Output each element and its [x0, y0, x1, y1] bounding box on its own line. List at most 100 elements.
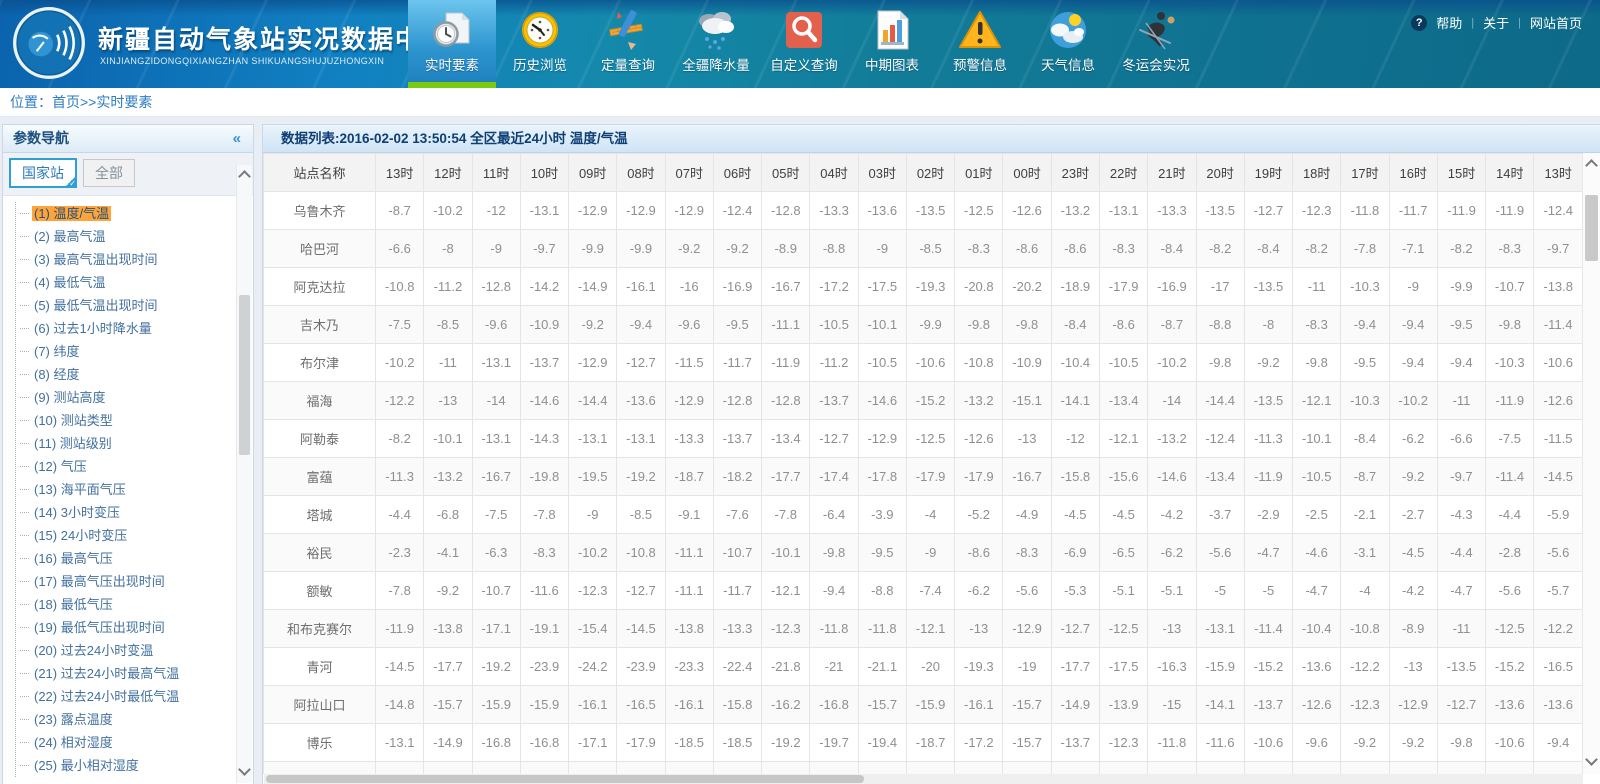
- sidebar-parameter-item[interactable]: (15) 24小时变压: [20, 524, 236, 547]
- temperature-cell: -10.1: [761, 533, 811, 572]
- temperature-cell: -8.6: [1098, 305, 1149, 344]
- column-header: 18时: [1292, 153, 1342, 192]
- scrollbar-thumb[interactable]: [239, 295, 250, 455]
- sidebar-parameter-item[interactable]: (20) 过去24小时变温: [20, 639, 236, 662]
- sidebar-parameter-item[interactable]: (7) 纬度: [20, 340, 236, 363]
- temperature-cell: -21.1: [857, 647, 907, 686]
- temperature-cell: -23.9: [616, 647, 666, 686]
- sidebar-parameter-item[interactable]: (11) 测站级别: [20, 432, 236, 455]
- sidebar-parameter-item[interactable]: (9) 测站高度: [20, 386, 236, 409]
- nav-item-history[interactable]: 历史浏览: [496, 0, 584, 88]
- nav-item-precipitation[interactable]: 全疆降水量: [672, 0, 760, 88]
- temperature-cell: -4.9: [1002, 495, 1052, 534]
- temperature-cell: -6.4: [809, 495, 859, 534]
- temperature-cell: -15.7: [1002, 723, 1052, 762]
- sidebar-parameter-item[interactable]: (22) 过去24小时最低气温: [20, 685, 236, 708]
- temperature-cell: -7.8: [761, 495, 811, 534]
- temperature-cell: -9.4: [1533, 723, 1583, 762]
- horizontal-scrollbar[interactable]: [264, 774, 1583, 784]
- scrollbar-thumb[interactable]: [266, 775, 864, 783]
- about-link[interactable]: 关于: [1483, 16, 1510, 31]
- temperature-cell: -8.1: [1243, 761, 1294, 774]
- tab-label: 全部: [95, 165, 123, 181]
- temperature-cell: -10.6: [905, 343, 956, 382]
- nav-label: 中期图表: [865, 58, 919, 73]
- sidebar-parameter-item[interactable]: (17) 最高气压出现时间: [20, 570, 236, 593]
- temperature-cell: -7.1: [1388, 229, 1438, 268]
- nav-label: 冬运会实况: [1122, 58, 1190, 73]
- sidebar-parameter-item[interactable]: (19) 最低气压出现时间: [20, 616, 236, 639]
- tab-label: 国家站: [22, 165, 64, 181]
- sidebar-parameter-item[interactable]: (13) 海平面气压: [20, 478, 236, 501]
- temperature-cell: -12.7: [1436, 685, 1487, 724]
- scrollbar-thumb[interactable]: [1585, 195, 1598, 261]
- scroll-down-icon[interactable]: [1585, 753, 1598, 766]
- tab-all-stations[interactable]: 全部: [83, 159, 135, 187]
- temperature-cell: -8.2: [1147, 761, 1197, 774]
- sidebar-parameter-item[interactable]: (21) 过去24小时最高气温: [20, 662, 236, 685]
- sidebar-parameter-item[interactable]: (18) 最低气压: [20, 593, 236, 616]
- table-row: 布尔津 -10.2 -11 -13.1 -13.7 -12.9 -12.7 -11.5 -11.…: [263, 343, 1583, 382]
- sidebar-parameter-item[interactable]: (4) 最低气温: [20, 271, 236, 294]
- collapse-sidebar-icon[interactable]: «: [232, 130, 241, 147]
- sidebar-parameter-item[interactable]: (24) 相对湿度: [20, 731, 236, 754]
- station-name-cell: 布尔津: [263, 343, 376, 382]
- temperature-cell: -18.5: [712, 723, 763, 762]
- station-name-cell: 和布克赛尔: [263, 609, 376, 648]
- nav-item-realtime[interactable]: 实时要素: [408, 0, 496, 88]
- sidebar-parameter-item[interactable]: (12) 气压: [20, 455, 236, 478]
- temperature-cell: -14.8: [374, 685, 425, 724]
- nav-item-midterm-charts[interactable]: 中期图表: [848, 0, 936, 88]
- vertical-scrollbar[interactable]: [1582, 153, 1600, 774]
- sidebar-parameter-item[interactable]: (10) 测站类型: [20, 409, 236, 432]
- sidebar-scrollbar[interactable]: [236, 165, 252, 783]
- temperature-cell: -10.1: [423, 419, 473, 458]
- temperature-cell: -11.9: [1485, 381, 1535, 420]
- nav-item-winter-games[interactable]: 冬运会实况: [1112, 0, 1200, 88]
- scroll-up-icon[interactable]: [238, 170, 251, 183]
- temperature-cell: -18.9: [1050, 267, 1100, 306]
- temperature-cell: -8.8: [809, 229, 859, 268]
- temperature-cell: -12.5: [1098, 609, 1149, 648]
- nav-item-warning-info[interactable]: 预警信息: [936, 0, 1024, 88]
- temperature-cell: -5.1: [1147, 571, 1197, 610]
- temperature-cell: -9.8: [1485, 305, 1535, 344]
- column-header: 09时: [568, 153, 618, 192]
- nav-item-weather-info[interactable]: 天气信息: [1024, 0, 1112, 88]
- help-link[interactable]: 帮助: [1436, 16, 1463, 31]
- scroll-down-icon[interactable]: [238, 763, 251, 776]
- sidebar-parameter-item[interactable]: (14) 3小时变压: [20, 501, 236, 524]
- sidebar-parameter-item[interactable]: (1) 温度/气温: [20, 202, 236, 225]
- checkmark-icon: ✓: [64, 175, 77, 188]
- sidebar-parameter-item[interactable]: (16) 最高气压: [20, 547, 236, 570]
- sidebar-parameter-item[interactable]: (23) 露点温度: [20, 708, 236, 731]
- help-icon[interactable]: ?: [1411, 14, 1428, 31]
- temperature-cell: -12.7: [616, 343, 666, 382]
- temperature-cell: -16.7: [1002, 457, 1052, 496]
- tab-national-stations[interactable]: 国家站 ✓: [9, 158, 77, 188]
- sidebar-parameter-item[interactable]: (25) 最小相对湿度: [20, 754, 236, 777]
- temperature-cell: -8.7: [1340, 457, 1390, 496]
- temperature-cell: -19: [1002, 647, 1052, 686]
- sidebar-parameter-item[interactable]: (3) 最高气温出现时间: [20, 248, 236, 271]
- home-link[interactable]: 网站首页: [1529, 16, 1582, 31]
- temperature-cell: -11.1: [664, 571, 714, 610]
- temperature-cell: -9.6: [1292, 723, 1342, 762]
- temperature-cell: -5.6: [1533, 533, 1583, 572]
- station-name-cell: 福海: [263, 381, 376, 420]
- temperature-cell: -12.4: [1195, 419, 1245, 458]
- sidebar-parameter-item[interactable]: (5) 最低气温出现时间: [20, 294, 236, 317]
- sidebar-parameter-item[interactable]: (8) 经度: [20, 363, 236, 386]
- nav-item-custom-query[interactable]: 自定义查询: [760, 0, 848, 88]
- nav-item-quantitative-query[interactable]: 定量查询: [584, 0, 672, 88]
- temperature-cell: -9: [905, 533, 956, 572]
- nav-label: 定量查询: [601, 58, 655, 73]
- sidebar-parameter-item[interactable]: (6) 过去1小时降水量: [20, 317, 236, 340]
- data-panel: 数据列表:2016-02-02 13:50:54 全区最近24小时 温度/气温 …: [262, 124, 1600, 784]
- temperature-cell: -16.5: [1533, 647, 1583, 686]
- temperature-cell: -16.8: [471, 723, 521, 762]
- sidebar-parameter-item[interactable]: (2) 最高气温: [20, 225, 236, 248]
- temperature-cell: -7.5: [374, 305, 425, 344]
- temperature-cell: -9.5: [857, 533, 907, 572]
- scroll-up-icon[interactable]: [1585, 159, 1598, 172]
